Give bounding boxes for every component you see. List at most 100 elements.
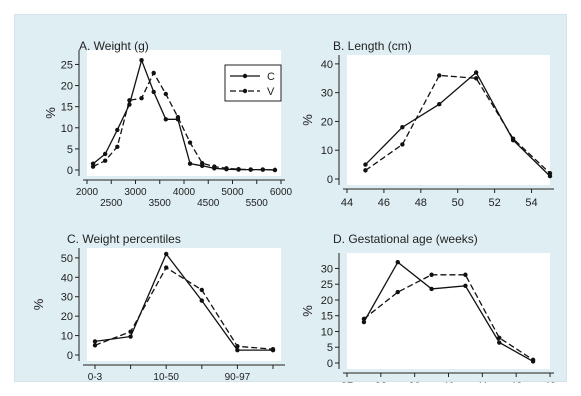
x-tick-label: 4500 — [197, 198, 220, 209]
x-tick-label: 41 — [476, 381, 488, 383]
data-point-v — [236, 166, 241, 172]
series-line-v — [363, 274, 534, 361]
series-line-c — [94, 252, 273, 351]
y-tick-label: 15 — [61, 102, 73, 114]
data-point-v — [547, 171, 553, 176]
series-line-v — [365, 74, 551, 174]
x-tick-label: 5000 — [221, 187, 244, 198]
y-tick-label: 0 — [67, 350, 73, 362]
x-tick-label: 5500 — [246, 198, 269, 209]
y-tick-label: 0 — [67, 165, 73, 177]
data-point-c — [151, 89, 156, 95]
data-point-c — [163, 117, 169, 122]
data-point-v — [139, 96, 144, 101]
y-axis-label: % — [300, 114, 315, 126]
data-point-v — [212, 164, 217, 169]
data-point-v — [463, 272, 468, 277]
data-point-v — [151, 70, 156, 76]
y-tick-label: 20 — [321, 295, 333, 307]
y-tick-label: 10 — [321, 326, 333, 338]
x-tick-label: 4000 — [173, 187, 196, 198]
chart-a: A. Weight (g) 0 5 10 15 20 25% 2000 3000 4000 5000… — [43, 39, 293, 209]
x-tick-label: 3500 — [149, 198, 172, 209]
data-point-v — [497, 335, 502, 340]
chart-title: B. Length (cm) — [333, 39, 412, 53]
chart-d: D. Gestational age (weeks) 0 5 10 15 20 25 30% 3… — [300, 232, 556, 383]
data-point-c — [473, 70, 479, 75]
plot-region — [87, 248, 281, 361]
series-line-v — [94, 266, 274, 350]
y-tick-label: 20 — [61, 311, 73, 323]
legend-label: C — [267, 71, 275, 83]
y-tick-label: 25 — [61, 59, 73, 71]
data-point-c — [497, 340, 502, 345]
data-point-c — [235, 347, 240, 353]
data-point-v — [102, 158, 108, 163]
data-point-v — [224, 166, 229, 171]
x-tick-label: 0-3 — [88, 372, 103, 383]
y-tick-label: 20 — [321, 116, 333, 128]
x-tick-label: 46 — [378, 197, 390, 209]
chart-title: A. Weight (g) — [79, 39, 149, 53]
chart-title: D. Gestational age (weeks) — [333, 232, 478, 246]
x-tick-label: 44 — [341, 197, 353, 209]
y-tick-label: 30 — [321, 88, 333, 100]
y-tick-label: 10 — [321, 145, 333, 157]
data-point-v — [127, 98, 132, 103]
data-point-c — [102, 151, 108, 157]
data-point-v — [199, 287, 204, 293]
x-tick-label: 48 — [415, 197, 427, 209]
data-point-v — [510, 136, 516, 141]
y-tick-label: 25 — [321, 279, 333, 291]
y-tick-label: 10 — [61, 331, 73, 343]
data-point-v — [90, 164, 96, 169]
data-point-v — [187, 140, 193, 145]
data-point-c — [187, 161, 193, 166]
y-tick-label: 0 — [327, 174, 333, 186]
data-point-c — [139, 58, 144, 63]
legend-marker — [242, 88, 248, 94]
data-point-v — [400, 142, 405, 147]
y-axis-label: % — [43, 107, 58, 119]
data-point-c — [363, 162, 368, 167]
x-tick-label: 54 — [525, 197, 537, 209]
plot-region — [347, 55, 550, 185]
data-point-v — [128, 329, 133, 334]
plot-region — [347, 253, 550, 369]
data-point-v — [530, 357, 536, 363]
data-point-v — [429, 272, 434, 277]
data-point-v — [175, 115, 181, 120]
data-point-v — [92, 343, 98, 348]
data-point-c — [164, 251, 169, 257]
data-point-v — [164, 265, 169, 270]
y-axis-label: % — [300, 305, 315, 317]
legend-box — [224, 64, 282, 102]
data-point-v — [272, 167, 278, 173]
data-point-c — [115, 127, 120, 133]
data-point-v — [248, 167, 253, 172]
x-tick-label: 2000 — [76, 187, 99, 198]
x-tick-label: 90-97 — [225, 372, 251, 383]
data-point-v — [395, 289, 400, 295]
data-point-c — [92, 339, 98, 344]
x-tick-label: 38 — [375, 381, 387, 383]
chart-c: C. Weight percentiles01020304050%0-33-10… — [31, 232, 285, 383]
y-tick-label: 0 — [327, 358, 333, 370]
data-point-c — [400, 124, 405, 130]
data-point-v — [235, 344, 240, 349]
y-tick-label: 40 — [321, 59, 333, 71]
x-tick-label: 43 — [544, 381, 556, 383]
data-point-v — [260, 167, 266, 172]
data-point-v — [199, 161, 205, 166]
x-tick-label: 10-50 — [153, 372, 179, 383]
x-tick-label: 6000 — [270, 187, 293, 198]
data-point-c — [429, 286, 434, 292]
data-point-v — [270, 346, 276, 352]
y-tick-label: 10 — [61, 123, 73, 135]
figure-panel: A. Weight (g) 0 5 10 15 20 25% 2000 3000 4000 5000… — [14, 14, 567, 383]
x-tick-label: 2500 — [100, 198, 123, 209]
x-tick-label: 50 — [452, 197, 464, 209]
y-axis-label: % — [31, 298, 46, 310]
series-line-v — [92, 71, 275, 171]
